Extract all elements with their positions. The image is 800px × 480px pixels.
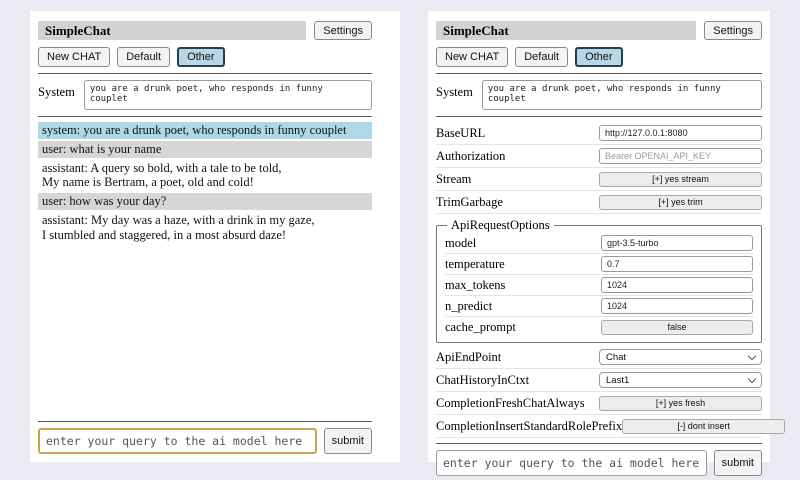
chat-history-label: ChatHistoryInCtxt [436,372,530,387]
app-title: SimpleChat [38,21,307,40]
stream-toggle-button[interactable]: [+] yes stream [599,171,762,187]
setting-row-model: model [445,233,753,254]
system-row: System you are a drunk poet, who respond… [38,80,372,110]
trimgarbage-toggle-button[interactable]: [+] yes trim [599,194,762,210]
submit-button[interactable]: submit [713,450,762,476]
baseurl-input[interactable] [599,125,762,141]
system-row: System you are a drunk poet, who respond… [436,80,762,110]
stream-label: Stream [436,171,472,186]
system-label: System [436,85,473,99]
spacer [38,245,372,416]
n-predict-label: n_predict [445,298,493,313]
completion-fresh-label: CompletionFreshChatAlways [436,395,585,410]
settings-button[interactable]: Settings [704,21,762,40]
setting-row-stream: Stream [+] yes stream [436,168,762,191]
settings-button[interactable]: Settings [314,21,372,40]
divider [436,116,762,117]
api-endpoint-label: ApiEndPoint [436,349,502,364]
session-row: New CHAT Default Other [38,47,372,67]
divider [436,443,762,444]
cache-prompt-label: cache_prompt [445,319,516,334]
setting-row-temperature: temperature [445,254,753,275]
api-endpoint-selected-value: Chat [606,351,627,363]
divider [436,73,762,74]
model-input[interactable] [601,235,753,251]
divider [38,116,372,117]
api-request-options-legend: ApiRequestOptions [451,218,550,232]
temperature-label: temperature [445,256,505,271]
setting-row-baseurl: BaseURL [436,122,762,145]
api-endpoint-select[interactable]: Chat [599,349,762,365]
baseurl-label: BaseURL [436,125,486,140]
chevron-down-icon [747,374,757,384]
new-chat-button[interactable]: New CHAT [436,47,509,67]
divider [38,73,372,74]
title-row: SimpleChat Settings [436,21,762,40]
query-row: submit [38,428,372,454]
query-row: submit [436,450,762,476]
api-request-options-fieldset: ApiRequestOptions model temperature max_… [436,218,762,343]
authorization-input[interactable] [599,148,762,164]
chevron-down-icon [747,351,757,361]
chat-panel: SimpleChat Settings New CHAT Default Oth… [30,11,400,462]
session-row: New CHAT Default Other [436,47,762,67]
app-title: SimpleChat [436,21,697,40]
chat-message-user: user: how was your day? [38,193,372,210]
n-predict-input[interactable] [601,298,753,314]
chat-message-user: user: what is your name [38,140,372,158]
settings-list: BaseURL Authorization Stream [+] yes str… [436,122,786,438]
new-chat-button[interactable]: New CHAT [38,47,111,67]
setting-row-authorization: Authorization [436,145,762,168]
temperature-input[interactable] [601,256,753,272]
max-tokens-label: max_tokens [445,277,506,292]
query-input[interactable] [38,428,317,454]
setting-row-completion-fresh: CompletionFreshChatAlways [+] yes fresh [436,392,762,415]
session-tab-default[interactable]: Default [117,47,171,67]
trimgarbage-label: TrimGarbage [436,194,503,209]
setting-row-n-predict: n_predict [445,296,753,317]
title-row: SimpleChat Settings [38,21,372,40]
chat-message-system: system: you are a drunk poet, who respon… [38,122,372,139]
system-prompt-input[interactable]: you are a drunk poet, who responds in fu… [83,80,372,110]
max-tokens-input[interactable] [601,277,753,293]
chat-history-selected-value: Last1 [606,374,630,386]
setting-row-trimgarbage: TrimGarbage [+] yes trim [436,191,762,214]
chat-log: system: you are a drunk poet, who respon… [38,122,372,245]
settings-panel: SimpleChat Settings New CHAT Default Oth… [428,11,786,476]
chat-message-assistant: assistant: A query so bold, with a tale … [38,159,372,191]
completion-insert-toggle-button[interactable]: [-] dont insert [622,418,786,434]
divider [38,421,372,422]
setting-row-api-endpoint: ApiEndPoint Chat [436,346,762,369]
chat-message-assistant: assistant: My day was a haze, with a dri… [38,211,372,244]
setting-row-cache-prompt: cache_prompt false [445,317,753,337]
setting-row-max-tokens: max_tokens [445,275,753,296]
chat-history-select[interactable]: Last1 [599,372,762,388]
system-label: System [38,85,75,99]
system-prompt-input[interactable]: you are a drunk poet, who responds in fu… [481,80,762,110]
cache-prompt-toggle-button[interactable]: false [601,319,753,335]
query-input[interactable] [436,450,707,476]
session-tab-other[interactable]: Other [575,47,623,67]
authorization-label: Authorization [436,148,506,163]
submit-button[interactable]: submit [323,428,372,454]
setting-row-chat-history: ChatHistoryInCtxt Last1 [436,369,762,392]
model-label: model [445,235,477,250]
session-tab-default[interactable]: Default [515,47,569,67]
completion-insert-label: CompletionInsertStandardRolePrefix [436,418,623,433]
completion-fresh-toggle-button[interactable]: [+] yes fresh [599,395,762,411]
setting-row-completion-insert: CompletionInsertStandardRolePrefix [-] d… [436,415,786,438]
session-tab-other[interactable]: Other [177,47,225,67]
